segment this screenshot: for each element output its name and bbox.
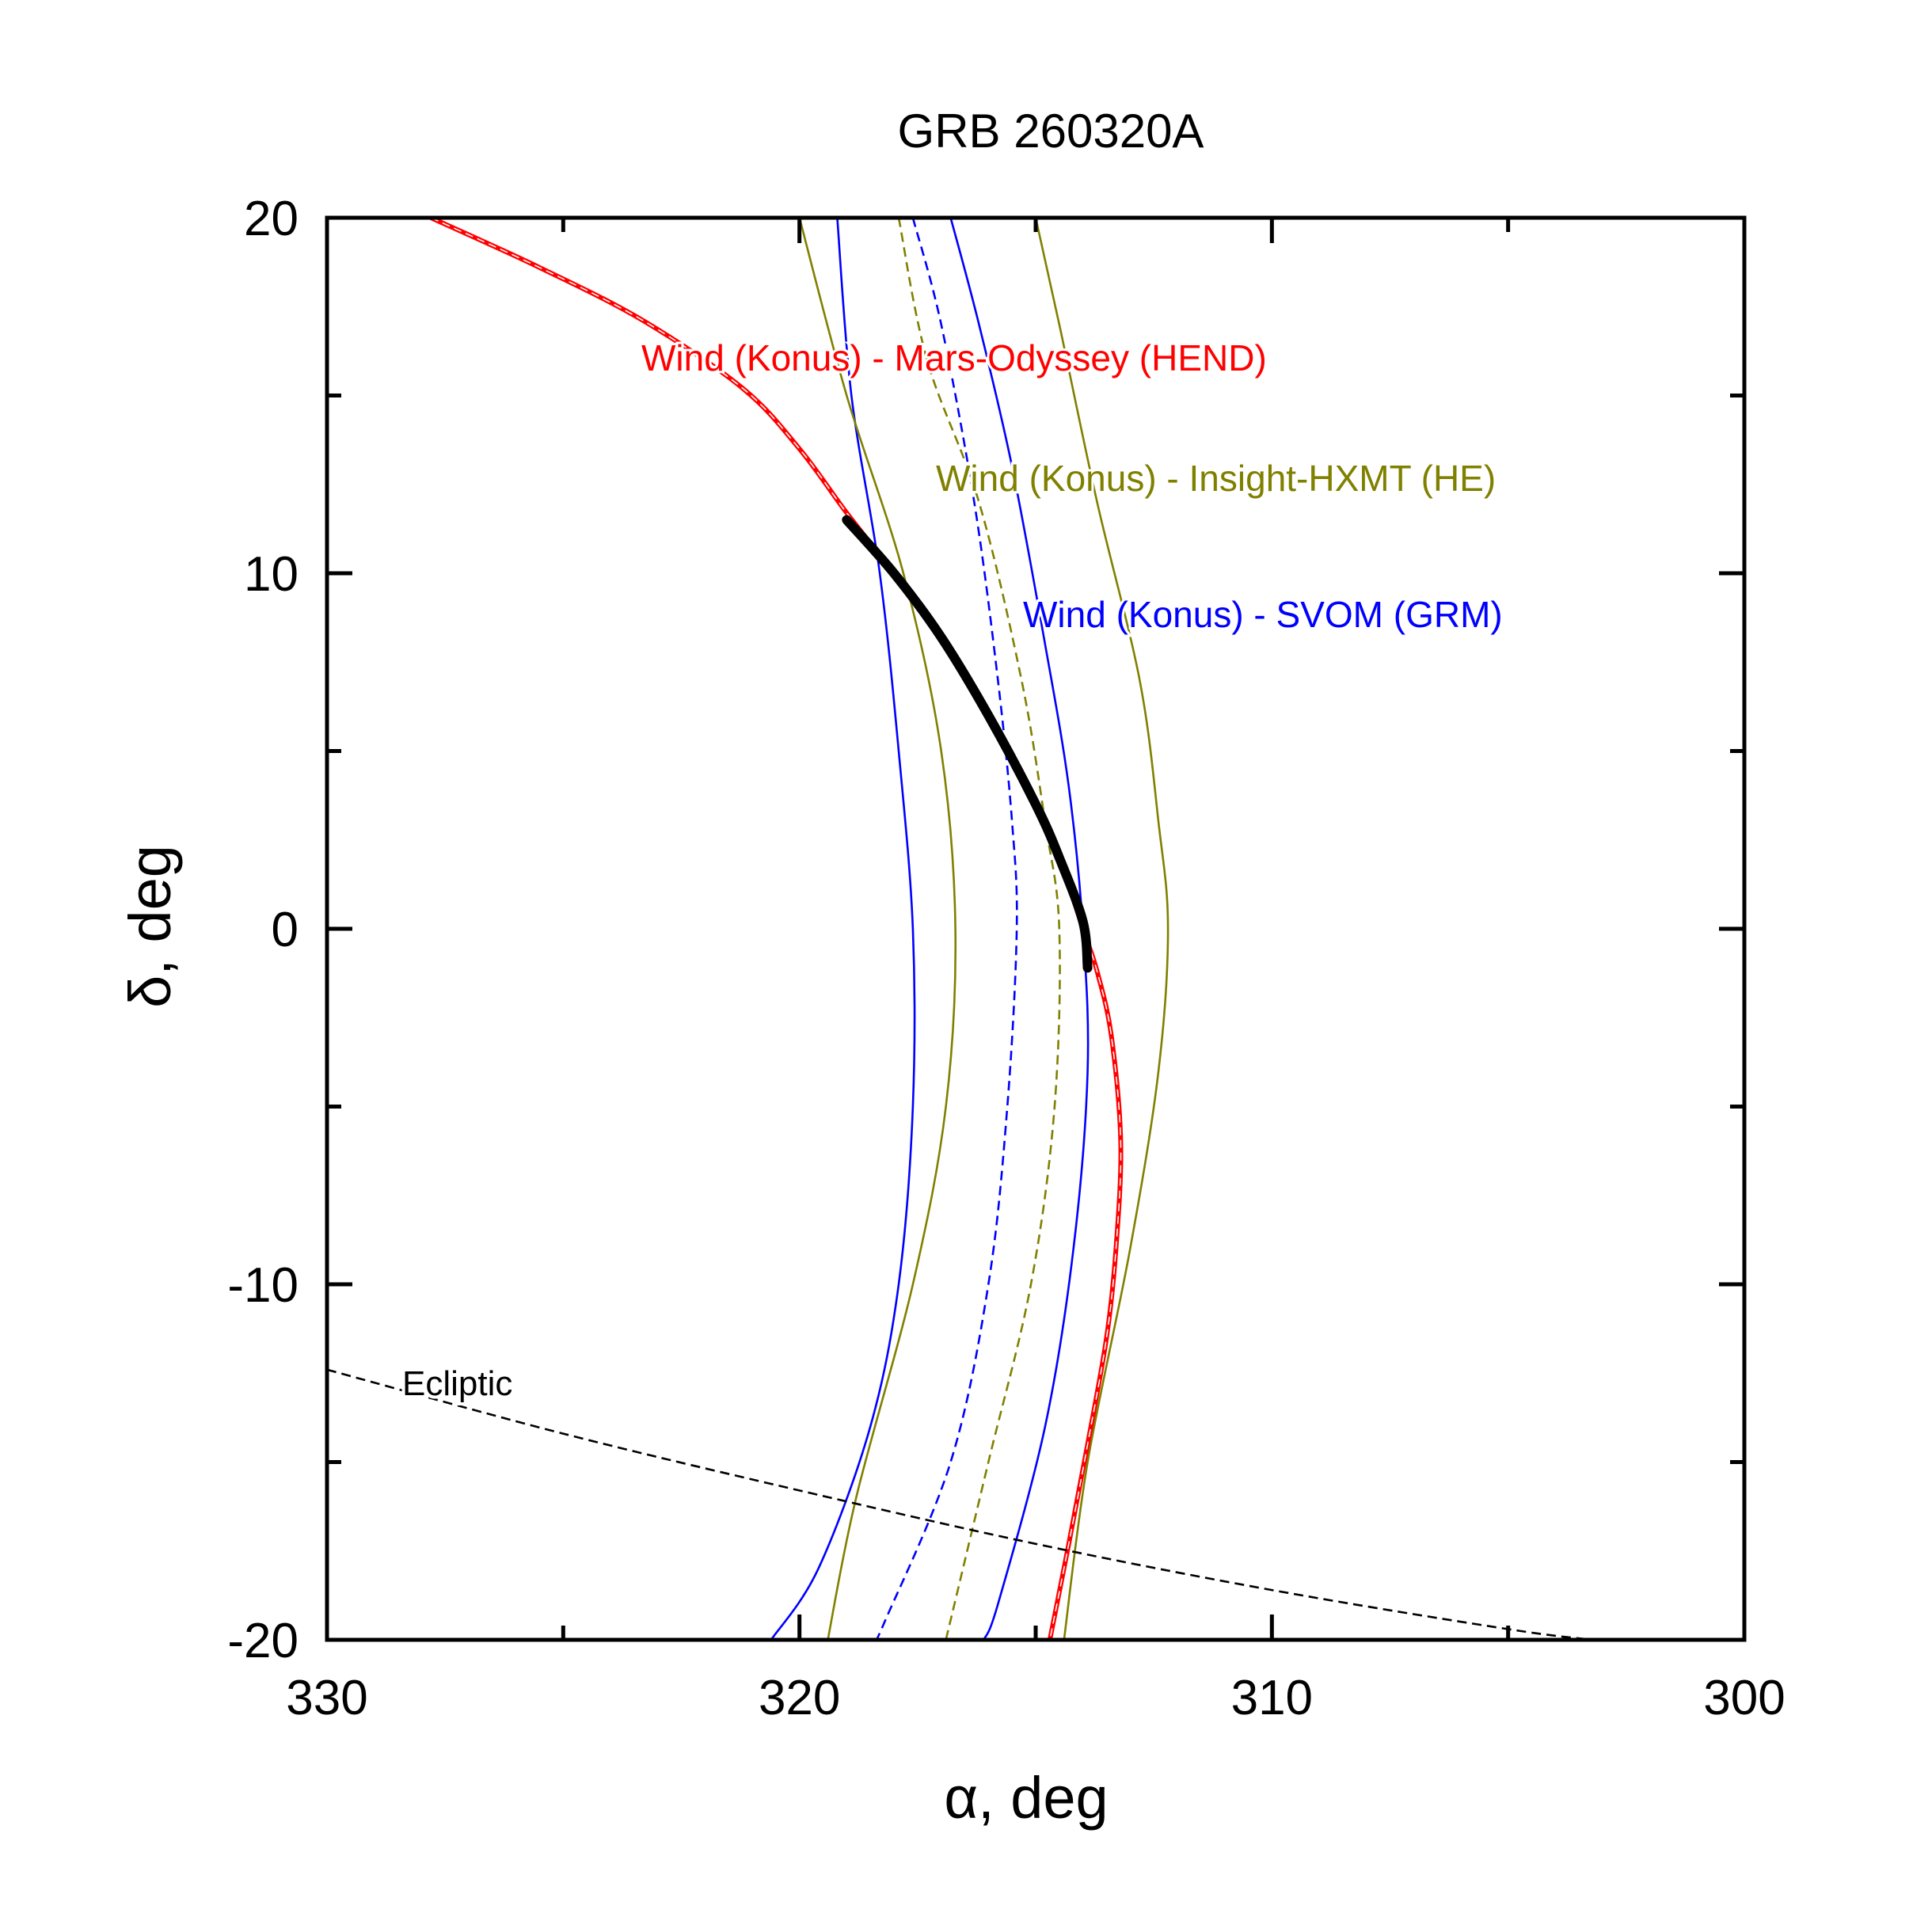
y-axis-label: δ, deg (117, 845, 183, 1008)
series-svom-center (873, 218, 1018, 1640)
y-tick-label: 20 (244, 192, 299, 246)
annotation-ecliptic: Ecliptic (402, 1364, 512, 1403)
annotation-svom: Wind (Konus) - SVOM (GRM) (1023, 594, 1503, 635)
y-tick-label: 10 (244, 547, 299, 602)
series-hxmt-inner (798, 218, 957, 1640)
chart-title: GRB 260320A (898, 105, 1204, 158)
annotation-mars-odyssey: Wind (Konus) - Mars-Odyssey (HEND) (641, 337, 1267, 378)
y-tick-label: -10 (227, 1258, 299, 1313)
series-svom-inner (770, 218, 916, 1640)
y-tick-label: -20 (227, 1614, 299, 1668)
y-tick-label: 0 (272, 903, 299, 957)
x-tick-label: 320 (759, 1671, 840, 1725)
x-tick-label: 300 (1703, 1671, 1785, 1725)
annotation-insight-hxmt: Wind (Konus) - Insight-HXMT (HE) (936, 458, 1496, 499)
x-axis-label: α, deg (944, 1765, 1108, 1831)
ticks-layer: 330 320 310 300 20 10 0 -10 -20 (227, 192, 1785, 1725)
series-hxmt-outer (1034, 218, 1169, 1640)
series-layer (327, 218, 1594, 1640)
series-svom-outer (949, 218, 1090, 1640)
series-ecliptic (327, 1368, 1594, 1640)
series-hxmt-center (897, 218, 1061, 1640)
series-error-box-arc (842, 515, 1093, 973)
x-tick-label: 310 (1231, 1671, 1313, 1725)
x-tick-label: 330 (286, 1671, 367, 1725)
